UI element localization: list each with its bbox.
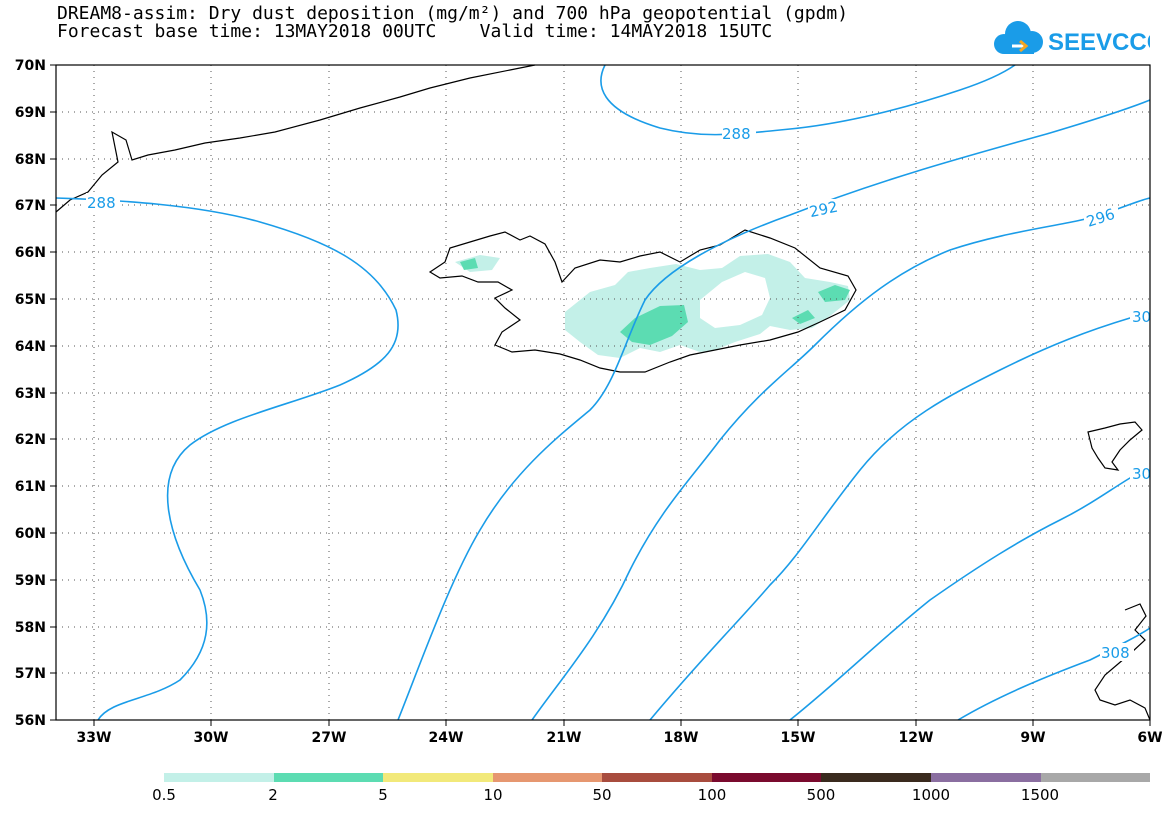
cloud-icon [994,21,1043,54]
legend-label: 10 [483,786,503,804]
coastlines [55,64,1151,721]
legend-swatch [273,773,384,782]
contour-300 [649,311,1151,721]
legend-swatch [492,773,603,782]
contour-label-292: 292 [808,198,840,222]
lon-label: 27W [312,730,347,746]
legend-swatch [602,773,712,782]
lat-label: 68N [15,152,46,168]
lat-label: 65N [15,292,46,308]
legend-color-bar [164,773,1151,782]
lat-label: 61N [15,479,46,495]
lon-label: 9W [1020,730,1045,746]
lon-label: 6W [1137,730,1162,746]
contour-296 [531,197,1151,721]
contour-label-300: 30 [1132,308,1151,326]
lon-label: 15W [781,730,816,746]
legend-swatch [383,773,493,782]
latitude-labels: 70N 69N 68N 67N 66N 65N 64N 63N 62N 61N … [15,58,46,729]
dust-free-interior [700,272,770,328]
legend-swatch [821,773,931,782]
contour-label-308: 308 [1101,644,1130,662]
lon-label: 21W [547,730,582,746]
lat-label: 67N [15,198,46,214]
lon-label: 12W [899,730,934,746]
contour-labels: 288 288 292 296 30 30 308 [86,124,1151,662]
legend-label: 1000 [911,786,951,804]
legend-label: 2 [268,786,278,804]
seevccc-logo: SEEVCCC [994,21,1150,56]
contour-label-288-north: 288 [722,125,751,143]
contour-288-north [600,64,1016,136]
longitude-labels: 33W 30W 27W 24W 21W 18W 15W 12W 9W 6W [77,730,1163,746]
lon-label: 30W [194,730,229,746]
contour-292 [397,99,1151,721]
map-gridlines [56,65,1150,720]
map-title-line-2: Forecast base time: 13MAY2018 00UTC Vali… [57,21,773,42]
logo-text: SEEVCCC [1048,29,1150,56]
lat-label: 63N [15,386,46,402]
lat-label: 56N [15,713,46,729]
lon-label: 24W [429,730,464,746]
lat-label: 62N [15,432,46,448]
map-title-line-1: DREAM8-assim: Dry dust deposition (mg/m²… [57,3,849,24]
geopotential-contours [55,64,1151,721]
legend-swatch [930,773,1041,782]
lon-label: 18W [664,730,699,746]
contour-label-304: 30 [1132,465,1151,483]
axis-ticks [50,64,1151,726]
legend-label: 1500 [1020,786,1060,804]
contour-308 [957,627,1151,721]
legend-label: 500 [806,786,836,804]
lat-label: 70N [15,58,46,74]
legend-label: 5 [378,786,388,804]
scotland-coast [1094,603,1151,721]
dust-fill-2-5 [460,258,850,345]
contour-304 [789,467,1151,721]
lat-label: 64N [15,339,46,355]
lat-label: 57N [15,666,46,682]
lat-label: 60N [15,526,46,542]
faroe-coast [1087,421,1143,471]
contour-288-west [55,197,399,721]
greenland-coast [55,64,536,213]
legend-swatch [164,773,274,782]
legend-label: 100 [697,786,727,804]
legend-swatch [711,773,822,782]
lat-label: 58N [15,620,46,636]
contour-label-288-west: 288 [87,194,116,212]
legend-swatch [1040,773,1151,782]
lat-label: 59N [15,573,46,589]
iceland-coast [428,229,857,373]
lat-label: 66N [15,245,46,261]
lat-label: 69N [15,105,46,121]
legend-label: 50 [592,786,612,804]
lon-label: 33W [77,730,112,746]
legend-label: 0.5 [152,786,176,804]
